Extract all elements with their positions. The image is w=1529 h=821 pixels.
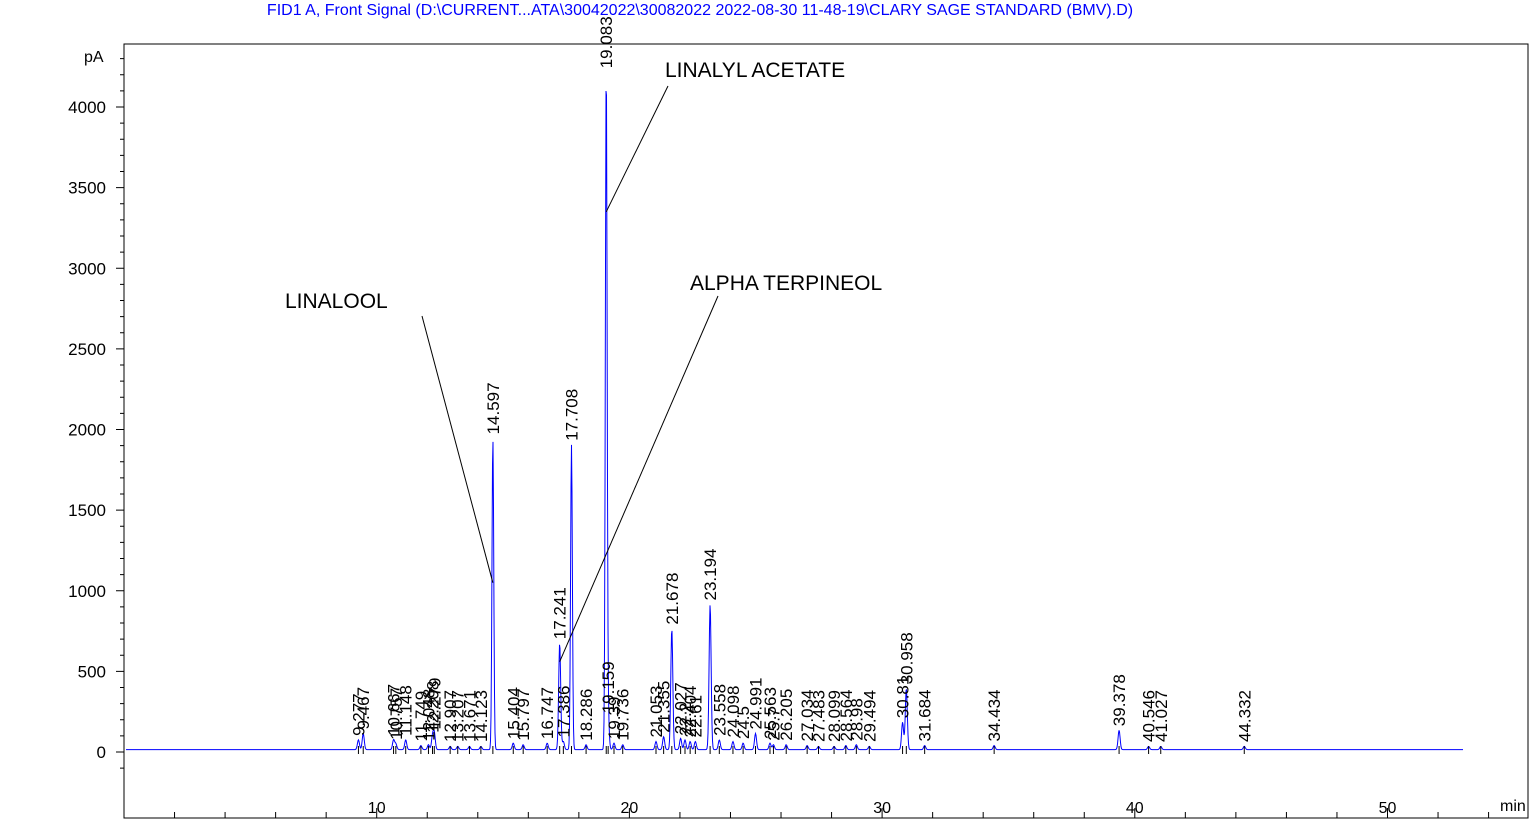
peak-label: 30.958 xyxy=(897,632,916,684)
peak-label: 12.907 xyxy=(441,690,460,742)
annotation-label: LINALOOL xyxy=(285,290,388,313)
peak-label: 22.2 xyxy=(676,703,695,736)
peak-label: 12.208 xyxy=(424,681,443,733)
x-tick-label: 20 xyxy=(621,800,639,817)
x-axis: 10 20 30 40 50 xyxy=(123,800,1490,818)
peak-label: 12.048 xyxy=(420,689,439,741)
peak-label: 21.678 xyxy=(663,573,682,625)
peak-label: 11.749 xyxy=(412,691,431,742)
peak-label: 22.027 xyxy=(672,682,691,734)
peak-label: 29.494 xyxy=(860,690,879,742)
peak-label: 24.098 xyxy=(724,686,743,738)
peak-label: 27.483 xyxy=(810,690,829,742)
peak-label: 9.467 xyxy=(354,687,373,730)
peak-label: 17.708 xyxy=(563,389,582,441)
y-axis-label: pA xyxy=(84,49,104,66)
peak-label: 17.386 xyxy=(554,686,573,738)
peak-label: 28.099 xyxy=(825,690,844,742)
peak-label: 24.991 xyxy=(747,678,766,730)
peak-label: 13.207 xyxy=(449,690,468,742)
peak-label: 26.205 xyxy=(777,689,796,741)
peak-label: 39.378 xyxy=(1110,674,1129,726)
peak-label: 22.404 xyxy=(681,686,700,738)
peak-label: 31.684 xyxy=(916,690,935,742)
peak-label: 12.279 xyxy=(425,678,444,730)
y-tick-label: 3000 xyxy=(68,259,106,278)
peak-label: 25.7 xyxy=(764,708,783,741)
peak-label: 23.558 xyxy=(710,684,729,736)
chart-title: FID1 A, Front Signal (D:\CURRENT...ATA\3… xyxy=(266,2,1134,19)
x-tick-label: 50 xyxy=(1379,800,1397,817)
y-tick-label: 1500 xyxy=(68,501,106,520)
peak-label: 10.667 xyxy=(385,684,404,736)
y-axis: 0 500 1000 1500 2000 2500 3000 3500 4000 xyxy=(68,44,125,818)
peak-label: 24.5 xyxy=(734,706,753,739)
annotation-label: ALPHA TERPINEOL xyxy=(690,272,882,295)
x-tick-label: 40 xyxy=(1126,800,1144,817)
y-tick-label: 1000 xyxy=(68,582,106,601)
peak-label: 19.39 xyxy=(605,697,624,740)
peak-label: 41.027 xyxy=(1152,690,1171,742)
peak-label: 28.98 xyxy=(847,698,866,741)
peak-label: 17.241 xyxy=(551,587,570,639)
y-tick-label: 2000 xyxy=(68,421,106,440)
peak-label: 44.332 xyxy=(1235,690,1254,742)
peak-label: 19.083 xyxy=(597,16,616,68)
peak-label: 30.81 xyxy=(894,676,913,719)
peak-label: 15.797 xyxy=(514,689,533,741)
peak-label: 27.034 xyxy=(798,690,817,742)
peak-label: 13.671 xyxy=(461,690,480,742)
peak-label: 15.404 xyxy=(504,687,523,739)
signal-trace xyxy=(126,90,1463,751)
peak-label: 14.597 xyxy=(484,382,503,434)
x-axis-label: min xyxy=(1500,798,1526,815)
peak-label: 16.747 xyxy=(538,687,557,739)
peak-label: 22.61 xyxy=(686,695,705,738)
peak-label: 34.434 xyxy=(985,690,1004,742)
peak-label: 40.546 xyxy=(1140,690,1159,742)
peak-label: 19.736 xyxy=(614,689,633,741)
peak-label: 25.563 xyxy=(761,687,780,739)
x-tick-label: 30 xyxy=(873,800,891,817)
y-tick-label: 3500 xyxy=(68,179,106,198)
annotation-leader xyxy=(421,315,494,583)
y-tick-label: 4000 xyxy=(68,98,106,117)
annotation-leader xyxy=(605,85,669,213)
peak-label: 18.286 xyxy=(577,689,596,741)
annotation-leader xyxy=(559,295,719,662)
peak-label: 23.194 xyxy=(701,549,720,601)
annotation-label: LINALYL ACETATE xyxy=(665,59,845,82)
peak-label: 21.053 xyxy=(647,686,666,738)
peak-label: 28.564 xyxy=(837,690,856,742)
y-tick-label: 2500 xyxy=(68,340,106,359)
peak-label: 14.123 xyxy=(472,690,491,742)
compound-annotations: LINALOOL LINALYL ACETATE ALPHA TERPINEOL xyxy=(285,59,882,662)
y-tick-label: 0 xyxy=(97,743,106,762)
peak-label: 10.757 xyxy=(387,688,406,740)
peak-label: 19.159 xyxy=(599,661,618,713)
peak-label: 11.148 xyxy=(397,685,416,736)
y-tick-label: 500 xyxy=(78,662,106,681)
peak-label: 9.277 xyxy=(349,693,368,736)
x-tick-label: 10 xyxy=(368,800,386,817)
peak-label: 21.355 xyxy=(655,681,674,733)
peak-markers xyxy=(357,746,1245,754)
